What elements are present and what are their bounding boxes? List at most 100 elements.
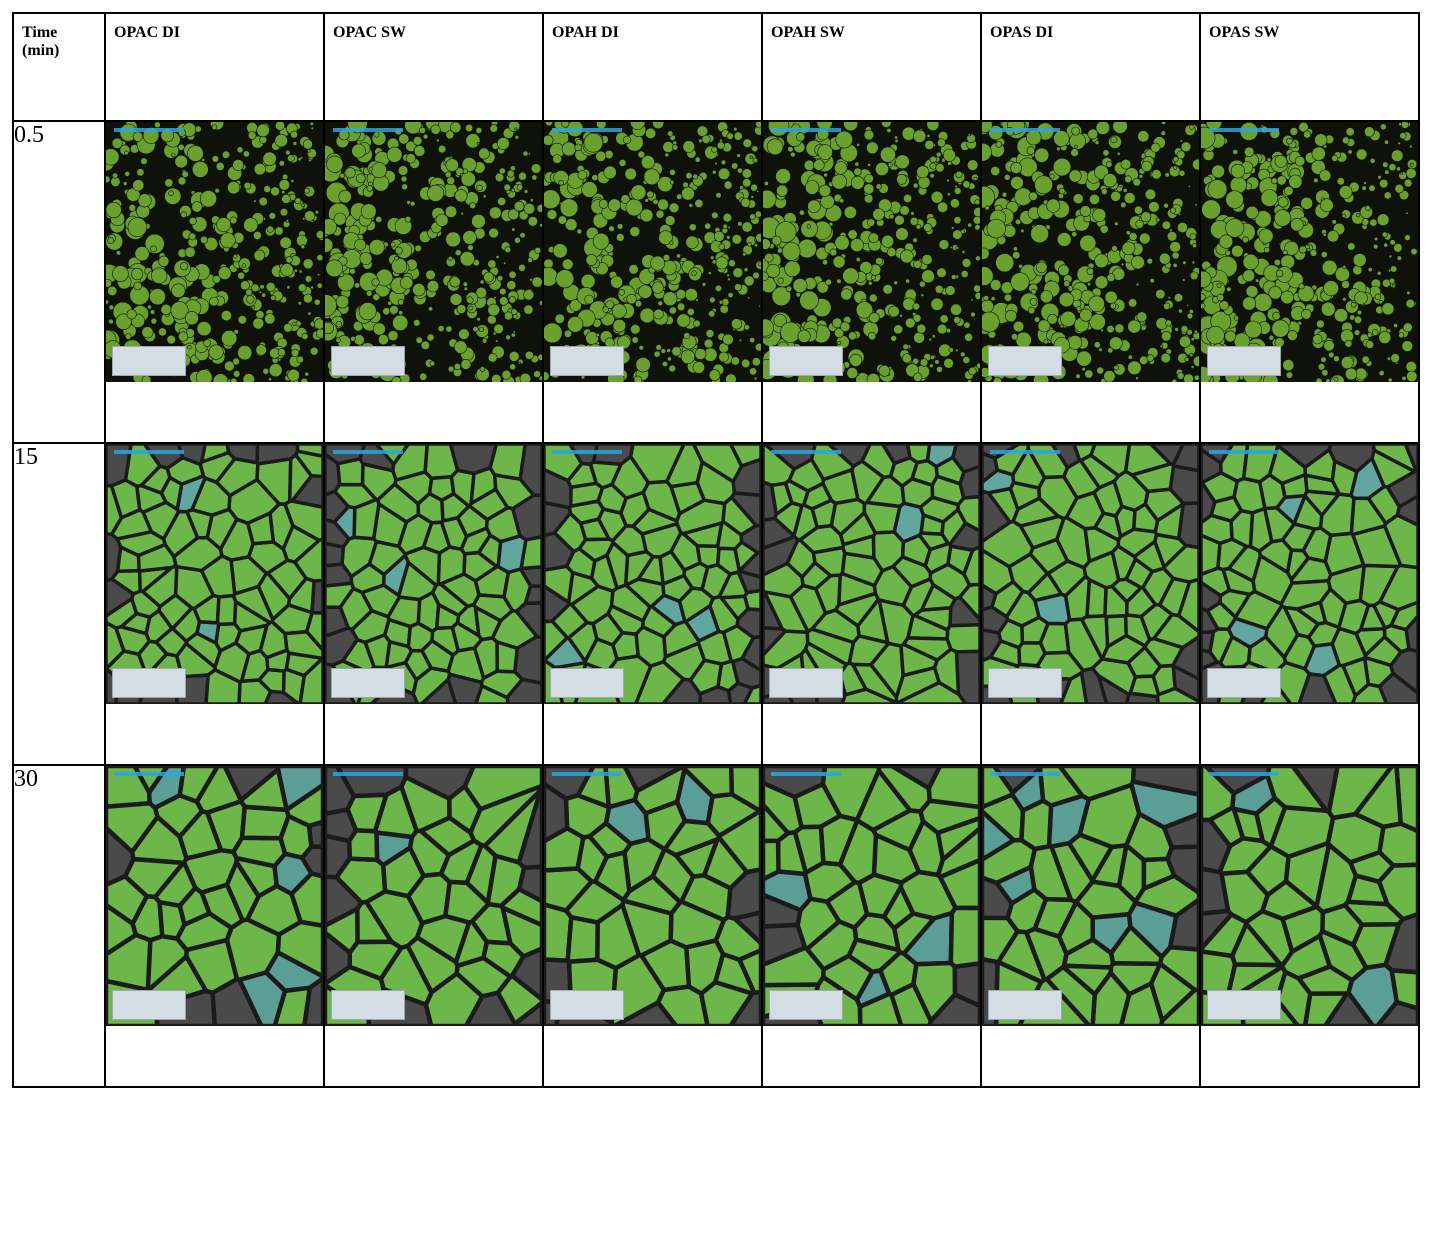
col-header-opac-di: OPAC DI	[105, 13, 324, 121]
col-header-opac-sw: OPAC SW	[324, 13, 543, 121]
caption-overlay	[331, 668, 405, 698]
caption-overlay	[988, 346, 1062, 376]
scalebar-icon	[1209, 772, 1279, 776]
cell-bottom-whitespace	[106, 382, 323, 442]
caption-overlay	[1207, 990, 1281, 1020]
cell-bottom-whitespace	[982, 704, 1199, 764]
caption-overlay	[550, 668, 624, 698]
cell-bottom-whitespace	[544, 1026, 761, 1086]
col-header-opah-sw: OPAH SW	[762, 13, 981, 121]
scalebar-icon	[333, 128, 403, 132]
micrograph-cell	[543, 121, 762, 443]
micrograph-grid-table: Time (min) OPAC DI OPAC SW OPAH DI OPAH …	[12, 12, 1420, 1088]
cell-bottom-whitespace	[763, 382, 980, 442]
cell-bottom-whitespace	[325, 382, 542, 442]
scalebar-icon	[114, 450, 184, 454]
cell-bottom-whitespace	[544, 704, 761, 764]
col-header-time: Time (min)	[13, 13, 105, 121]
cell-bottom-whitespace	[763, 704, 980, 764]
micrograph-cell	[762, 121, 981, 443]
micrograph-panel	[106, 122, 323, 382]
cell-bottom-whitespace	[1201, 1026, 1418, 1086]
caption-overlay	[550, 990, 624, 1020]
scalebar-icon	[771, 450, 841, 454]
scalebar-icon	[552, 128, 622, 132]
micrograph-cell	[1200, 765, 1419, 1087]
scalebar-icon	[333, 772, 403, 776]
row-label-time: 0.5	[13, 121, 105, 443]
micrograph-panel	[1201, 766, 1418, 1026]
caption-overlay	[769, 668, 843, 698]
micrograph-panel	[106, 444, 323, 704]
micrograph-panel	[982, 766, 1199, 1026]
micrograph-panel	[106, 766, 323, 1026]
cell-bottom-whitespace	[1201, 704, 1418, 764]
col-header-opas-sw: OPAS SW	[1200, 13, 1419, 121]
scalebar-icon	[114, 772, 184, 776]
scalebar-icon	[552, 450, 622, 454]
micrograph-panel	[982, 444, 1199, 704]
micrograph-cell	[981, 765, 1200, 1087]
micrograph-panel	[763, 122, 980, 382]
micrograph-cell	[1200, 121, 1419, 443]
caption-overlay	[1207, 346, 1281, 376]
micrograph-panel	[763, 766, 980, 1026]
micrograph-cell	[105, 443, 324, 765]
scalebar-icon	[990, 128, 1060, 132]
scalebar-icon	[1209, 450, 1279, 454]
micrograph-panel	[544, 766, 761, 1026]
micrograph-cell	[105, 765, 324, 1087]
micrograph-cell	[324, 765, 543, 1087]
micrograph-panel	[544, 444, 761, 704]
caption-overlay	[331, 346, 405, 376]
cell-bottom-whitespace	[763, 1026, 980, 1086]
scalebar-icon	[333, 450, 403, 454]
table-row: 15	[13, 443, 1419, 765]
header-row: Time (min) OPAC DI OPAC SW OPAH DI OPAH …	[13, 13, 1419, 121]
cell-bottom-whitespace	[106, 1026, 323, 1086]
scalebar-icon	[990, 772, 1060, 776]
scalebar-icon	[114, 128, 184, 132]
micrograph-cell	[105, 121, 324, 443]
col-header-opah-di: OPAH DI	[543, 13, 762, 121]
cell-bottom-whitespace	[1201, 382, 1418, 442]
cell-bottom-whitespace	[106, 704, 323, 764]
micrograph-cell	[762, 765, 981, 1087]
caption-overlay	[550, 346, 624, 376]
micrograph-cell	[981, 121, 1200, 443]
micrograph-panel	[763, 444, 980, 704]
caption-overlay	[112, 346, 186, 376]
micrograph-cell	[981, 443, 1200, 765]
scalebar-icon	[771, 772, 841, 776]
micrograph-cell	[1200, 443, 1419, 765]
micrograph-cell	[762, 443, 981, 765]
cell-bottom-whitespace	[325, 1026, 542, 1086]
micrograph-panel	[982, 122, 1199, 382]
row-label-time: 30	[13, 765, 105, 1087]
caption-overlay	[331, 990, 405, 1020]
micrograph-panel	[325, 444, 542, 704]
micrograph-panel	[325, 122, 542, 382]
table-row: 0.5	[13, 121, 1419, 443]
caption-overlay	[769, 346, 843, 376]
scalebar-icon	[552, 772, 622, 776]
caption-overlay	[769, 990, 843, 1020]
cell-bottom-whitespace	[325, 704, 542, 764]
scalebar-icon	[990, 450, 1060, 454]
caption-overlay	[988, 668, 1062, 698]
table-row: 30	[13, 765, 1419, 1087]
cell-bottom-whitespace	[982, 1026, 1199, 1086]
micrograph-panel	[325, 766, 542, 1026]
col-header-time-line1: Time	[22, 24, 57, 41]
caption-overlay	[112, 668, 186, 698]
micrograph-cell	[324, 443, 543, 765]
scalebar-icon	[1209, 128, 1279, 132]
cell-bottom-whitespace	[544, 382, 761, 442]
micrograph-panel	[544, 122, 761, 382]
micrograph-cell	[543, 443, 762, 765]
caption-overlay	[112, 990, 186, 1020]
table-body: 0.51530	[13, 121, 1419, 1087]
row-label-time: 15	[13, 443, 105, 765]
cell-bottom-whitespace	[982, 382, 1199, 442]
col-header-time-line2: (min)	[22, 42, 59, 59]
